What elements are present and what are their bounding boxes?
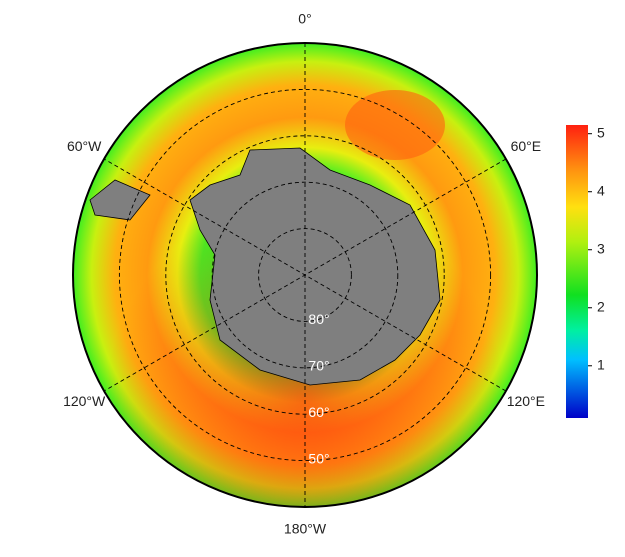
longitude-label: 120°W [63, 393, 106, 409]
colorbar-tick-label: 5 [597, 124, 605, 140]
latitude-label: 80° [308, 311, 329, 327]
longitude-label: 120°E [507, 393, 545, 409]
latitude-circle [118, 88, 492, 462]
latitude-circle [211, 181, 399, 369]
colorbar-tick-label: 1 [597, 356, 605, 372]
latitude-label: 50° [308, 450, 329, 466]
longitude-label: 0° [298, 11, 311, 27]
meridian [103, 158, 507, 392]
colorbar-tick-label: 3 [597, 240, 605, 256]
colorbar [566, 125, 588, 418]
colorbar-tick-label: 4 [597, 182, 605, 198]
longitude-label: 60°W [67, 138, 102, 154]
longitude-label: 60°E [511, 138, 542, 154]
longitude-label: 180°W [284, 521, 327, 537]
colorbar-tick-label: 2 [597, 298, 605, 314]
antarctica [189, 147, 441, 386]
latitude-label: 60° [308, 404, 329, 420]
latitude-label: 70° [308, 358, 329, 374]
